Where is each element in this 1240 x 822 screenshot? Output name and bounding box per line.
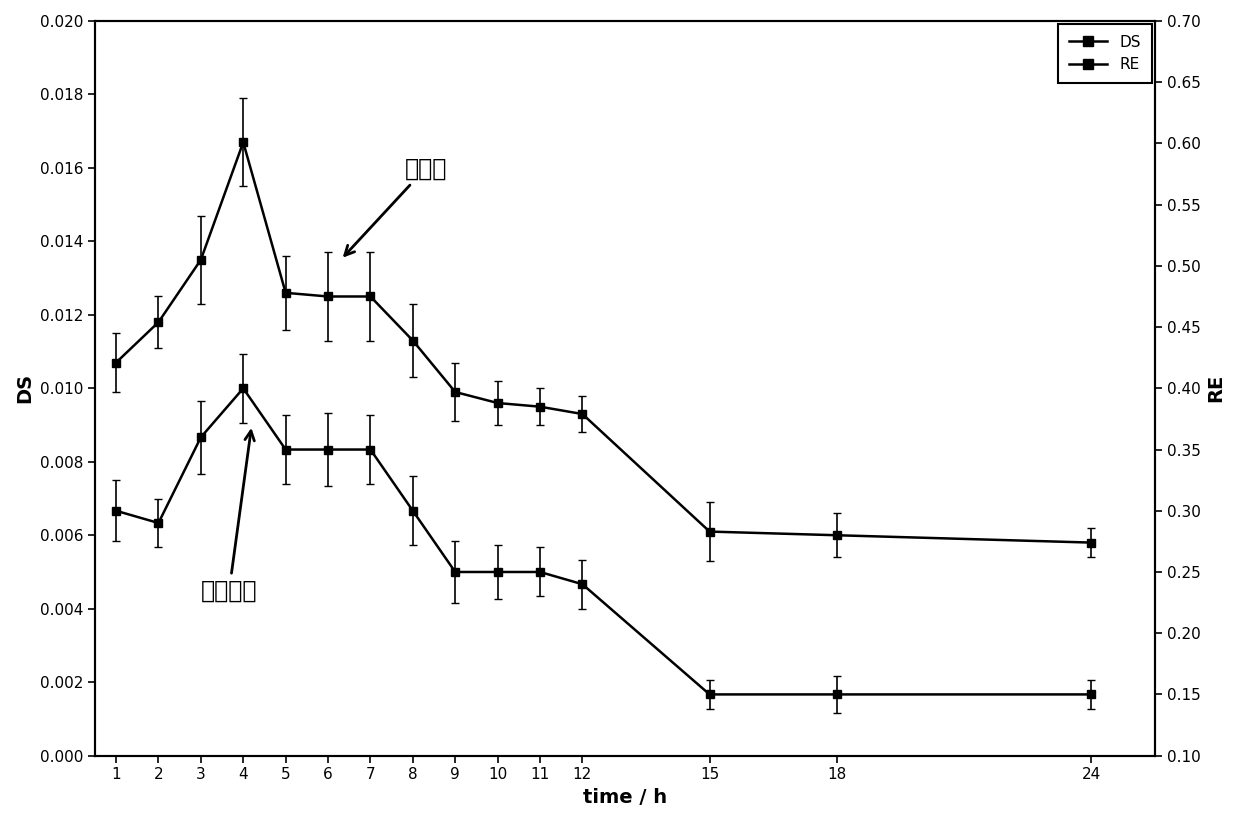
Y-axis label: DS: DS [15,373,33,404]
Text: 反应效率: 反应效率 [201,431,258,603]
Y-axis label: RE: RE [1207,374,1225,403]
X-axis label: time / h: time / h [583,788,667,807]
Legend: DS, RE: DS, RE [1063,29,1147,78]
Text: 取代度: 取代度 [345,156,446,256]
